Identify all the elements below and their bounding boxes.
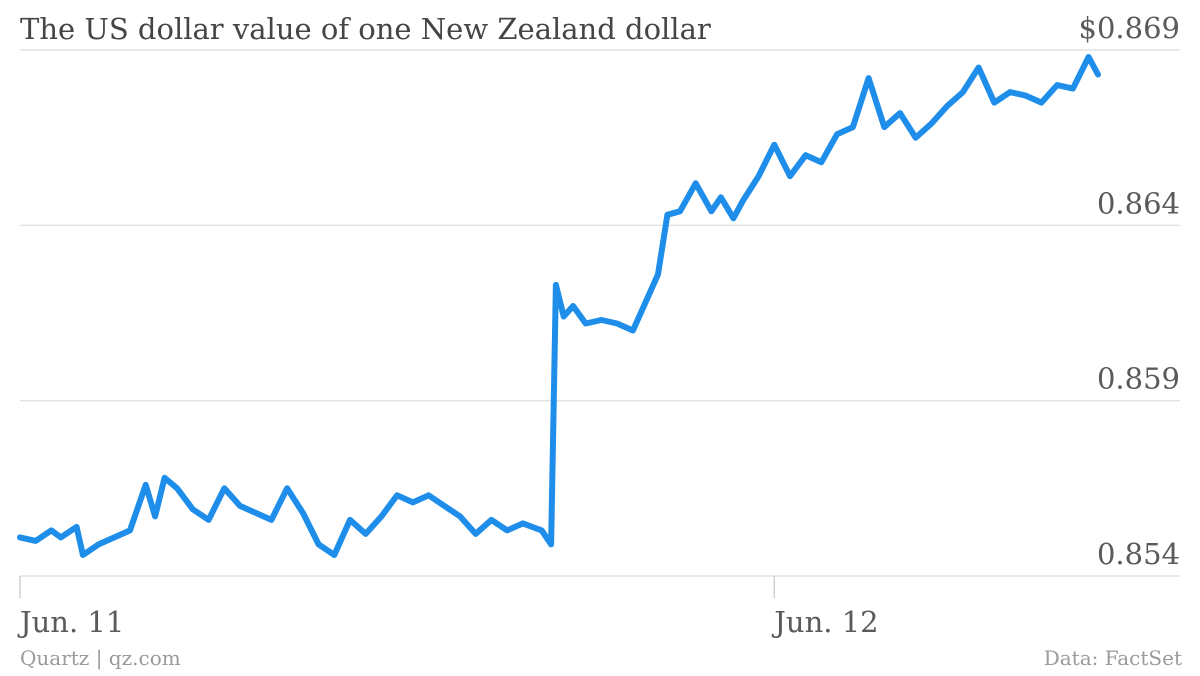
x-tick-label: Jun. 11: [17, 605, 124, 639]
x-axis-tick-labels: Jun. 11 Jun. 12: [17, 605, 879, 639]
series-group: [17, 54, 1101, 558]
chart-title: The US dollar value of one New Zealand d…: [20, 12, 711, 46]
y-tick-label: 0.864: [1097, 186, 1180, 220]
gridlines: [20, 49, 1180, 577]
y-tick-label: 0.854: [1097, 537, 1180, 571]
y-axis-tick-labels: 0.854 0.859 0.864 $0.869: [1079, 11, 1180, 571]
footer-credit: Quartz | qz.com: [20, 646, 181, 670]
series-line: [17, 54, 1101, 558]
footer-source: Data: FactSet: [1043, 646, 1182, 670]
x-axis-ticks: [19, 576, 776, 598]
y-tick-label: $0.869: [1079, 11, 1180, 45]
x-tick-label: Jun. 12: [771, 605, 878, 639]
y-tick-label: 0.859: [1097, 362, 1180, 396]
